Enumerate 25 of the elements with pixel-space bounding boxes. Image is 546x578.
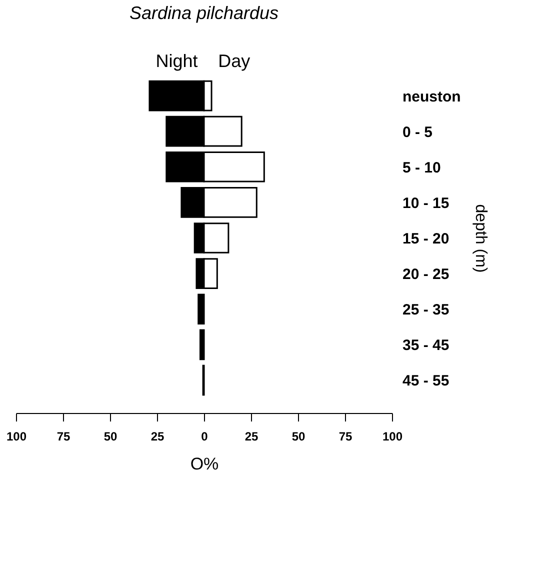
series-label: Night — [156, 51, 198, 71]
x-tick-label: 75 — [56, 430, 70, 444]
x-tick-label: 50 — [292, 430, 306, 444]
y-tick-label: neuston — [402, 88, 461, 106]
y-tick-label: 0 - 5 — [402, 124, 433, 141]
y-tick-label: 45 - 55 — [402, 372, 450, 390]
y-tick-label: 10 - 15 — [402, 194, 450, 212]
x-tick-label: 25 — [244, 430, 258, 444]
series-label: Day — [218, 51, 250, 71]
y-tick-label: 15 - 20 — [402, 230, 450, 248]
bar — [198, 294, 205, 325]
y-tick-label: 35 - 45 — [402, 337, 450, 354]
bar — [199, 329, 205, 360]
y-axis-title: depth (m) — [472, 204, 489, 273]
y-tick-label: 5 - 10 — [402, 159, 441, 176]
y-tick-label: 20 - 25 — [402, 266, 450, 284]
x-tick-label: 25 — [150, 430, 164, 444]
x-tick-label: 100 — [6, 430, 27, 444]
x-tick-label: 75 — [338, 430, 352, 444]
x-tick-label: 100 — [382, 430, 403, 444]
x-tick-label: 50 — [104, 430, 118, 444]
x-axis-title: O% — [190, 454, 219, 474]
x-tick-label: 0 — [201, 430, 208, 444]
chart-title: Sardina pilchardus — [129, 3, 279, 23]
y-tick-label: 25 - 35 — [402, 302, 450, 319]
